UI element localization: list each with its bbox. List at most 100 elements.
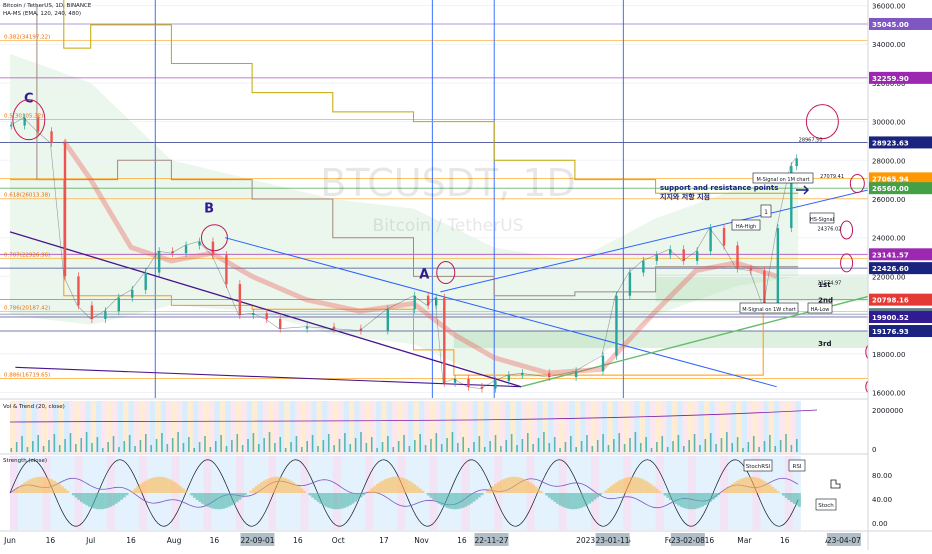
stochrsi-area — [798, 493, 801, 507]
stochrsi-area — [368, 491, 371, 493]
stochrsi-area — [395, 477, 398, 493]
stochrsi-area — [782, 493, 785, 496]
candle — [750, 269, 752, 271]
volume-bar — [285, 448, 287, 452]
stochrsi-area — [115, 493, 118, 504]
candle — [158, 251, 160, 272]
stochrsi-area — [508, 477, 511, 493]
stochrsi-area — [26, 481, 29, 493]
volume-bar — [586, 435, 588, 452]
stochrsi-area — [677, 493, 680, 505]
trend-stripe — [408, 401, 413, 453]
candle — [508, 375, 510, 381]
stochrsi-area — [166, 478, 169, 493]
stochrsi-area — [282, 477, 285, 493]
trend-stripe — [483, 401, 488, 453]
stochrsi-area — [559, 493, 562, 505]
volume-bar — [306, 441, 308, 452]
stochrsi-area — [723, 490, 726, 493]
stochrsi-area — [750, 477, 753, 493]
volume-bar — [113, 436, 115, 452]
trend-stripe — [301, 401, 306, 453]
x-axis-label: Jul — [85, 536, 95, 545]
stochrsi-area — [639, 478, 642, 493]
stochrsi-area — [438, 493, 441, 504]
x-axis-label: 16 — [210, 536, 220, 545]
stochrsi-area — [451, 493, 454, 509]
volume-bar — [188, 437, 190, 452]
trend-stripe — [591, 401, 596, 453]
stochrsi-area — [75, 493, 78, 498]
stochrsi-area — [236, 493, 239, 502]
stochrsi-area — [761, 479, 764, 493]
price-note: 27079.41 — [820, 174, 844, 180]
volume-bar — [678, 435, 680, 452]
volume-bar — [263, 438, 265, 452]
stochrsi-area — [510, 477, 513, 493]
stochrsi-area — [736, 481, 739, 493]
stochrsi-area — [596, 493, 599, 497]
volume-bar — [70, 433, 72, 452]
volume-bar — [97, 437, 99, 452]
ha-low-text: HA-Low — [811, 307, 830, 313]
stochrsi-area — [787, 493, 790, 500]
volume-bar — [258, 444, 260, 452]
volume-bar — [753, 436, 755, 452]
volume-bar — [333, 445, 335, 452]
volume-bar — [425, 445, 427, 452]
volume-bar — [597, 440, 599, 452]
stochrsi-area — [666, 493, 669, 498]
stochrsi-area — [190, 493, 193, 495]
rsi-text: RSI — [793, 464, 802, 470]
stochrsi-area — [758, 478, 761, 493]
stochrsi-area — [623, 478, 626, 493]
stochrsi-area — [691, 493, 694, 509]
candle — [64, 143, 66, 277]
volume-bar — [618, 433, 620, 452]
volume-bar — [613, 439, 615, 452]
stochrsi-area — [478, 493, 481, 497]
trend-stripe — [774, 401, 779, 453]
volume-bar — [635, 432, 637, 452]
stochrsi-area — [459, 493, 462, 509]
stochrsi-area — [610, 486, 613, 493]
level-price-text: 23141.57 — [872, 251, 909, 259]
cursor-hand-icon — [831, 480, 840, 488]
candle — [131, 290, 133, 298]
stochrsi-area — [494, 484, 497, 493]
vol-indicator-label[interactable]: Vol & Trend (20, close) — [3, 404, 65, 410]
stochrsi-area — [704, 493, 707, 505]
stochrsi-area — [634, 477, 637, 493]
stochrsi-area — [405, 479, 408, 493]
stochrsi-area — [446, 493, 449, 508]
candle — [266, 313, 268, 319]
stochrsi-area — [658, 491, 661, 493]
stochrsi-area — [518, 477, 521, 493]
stochrsi-area — [182, 488, 185, 493]
volume-bar — [629, 438, 631, 452]
stochrsi-area — [158, 477, 161, 493]
volume-bar — [570, 436, 572, 452]
stochrsi-area — [656, 489, 659, 493]
fib-label: 0.618(26013.38) — [4, 193, 50, 199]
stochrsi-area — [470, 493, 473, 504]
volume-bar — [721, 438, 723, 452]
stochrsi-area — [209, 493, 212, 508]
stochrsi-area — [769, 484, 772, 493]
stochrsi-area — [408, 481, 411, 493]
x-axis-label: Aug — [167, 536, 182, 545]
candle — [333, 327, 335, 329]
stochrsi-area — [728, 486, 731, 493]
stochrsi-area — [376, 484, 379, 493]
fib-label: 0.786(20187.42) — [4, 305, 50, 311]
stochrsi-area — [118, 493, 121, 502]
volume-bar — [511, 434, 513, 452]
price-tick-label: 22000.00 — [872, 273, 905, 281]
support-note-ko: 지지와 저항 지점 — [660, 192, 710, 201]
volume-bar — [748, 442, 750, 452]
candle — [736, 245, 738, 268]
strength-indicator-label[interactable]: Strength (close) — [3, 458, 47, 464]
stochrsi-area — [443, 493, 446, 507]
